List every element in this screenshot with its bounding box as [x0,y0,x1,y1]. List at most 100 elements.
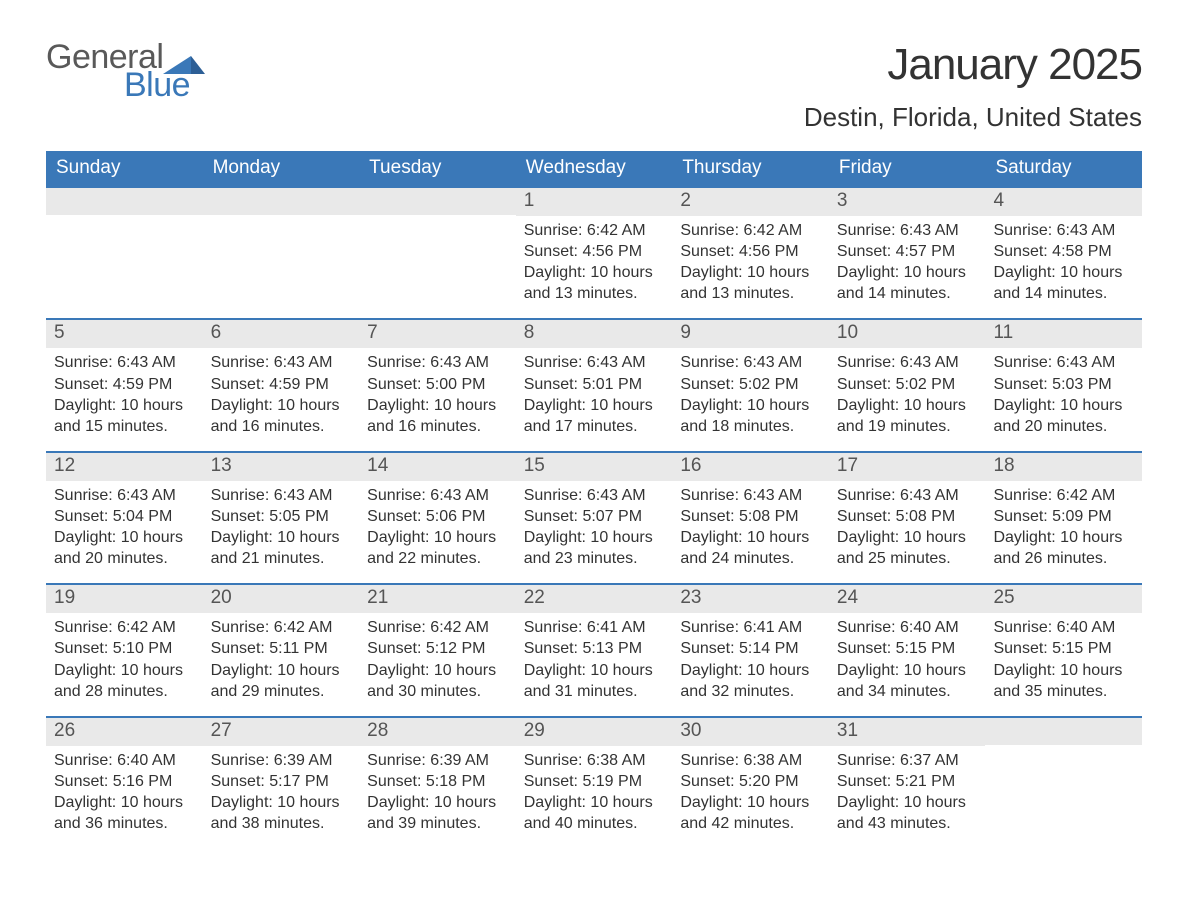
daylight-line: Daylight: 10 hours and 34 minutes. [837,660,978,702]
day-number: 30 [672,718,829,746]
daylight-line: Daylight: 10 hours and 20 minutes. [54,527,195,569]
daylight-line: Daylight: 10 hours and 24 minutes. [680,527,821,569]
day-cell: 31Sunrise: 6:37 AMSunset: 5:21 PMDayligh… [829,718,986,848]
day-number: 18 [985,453,1142,481]
day-number: 14 [359,453,516,481]
sunrise-line: Sunrise: 6:43 AM [211,485,352,506]
sunset-line: Sunset: 5:17 PM [211,771,352,792]
day-number-empty [985,718,1142,745]
day-body: Sunrise: 6:38 AMSunset: 5:20 PMDaylight:… [672,746,829,834]
daylight-line: Daylight: 10 hours and 13 minutes. [524,262,665,304]
sunset-line: Sunset: 5:15 PM [837,638,978,659]
day-number: 7 [359,320,516,348]
day-cell: 23Sunrise: 6:41 AMSunset: 5:14 PMDayligh… [672,585,829,715]
sunset-line: Sunset: 5:12 PM [367,638,508,659]
sunset-line: Sunset: 5:11 PM [211,638,352,659]
day-body: Sunrise: 6:43 AMSunset: 5:05 PMDaylight:… [203,481,360,569]
logo-text-blue: Blue [124,68,205,102]
sunrise-line: Sunrise: 6:40 AM [54,750,195,771]
day-cell: 30Sunrise: 6:38 AMSunset: 5:20 PMDayligh… [672,718,829,848]
daylight-line: Daylight: 10 hours and 18 minutes. [680,395,821,437]
sunrise-line: Sunrise: 6:43 AM [837,220,978,241]
daylight-line: Daylight: 10 hours and 16 minutes. [367,395,508,437]
sunrise-line: Sunrise: 6:37 AM [837,750,978,771]
sunset-line: Sunset: 5:00 PM [367,374,508,395]
daylight-line: Daylight: 10 hours and 21 minutes. [211,527,352,569]
day-cell: 10Sunrise: 6:43 AMSunset: 5:02 PMDayligh… [829,320,986,450]
sunrise-line: Sunrise: 6:39 AM [211,750,352,771]
sunset-line: Sunset: 5:14 PM [680,638,821,659]
day-cell: 21Sunrise: 6:42 AMSunset: 5:12 PMDayligh… [359,585,516,715]
day-cell: 25Sunrise: 6:40 AMSunset: 5:15 PMDayligh… [985,585,1142,715]
day-cell: 20Sunrise: 6:42 AMSunset: 5:11 PMDayligh… [203,585,360,715]
sunrise-line: Sunrise: 6:42 AM [54,617,195,638]
day-body: Sunrise: 6:37 AMSunset: 5:21 PMDaylight:… [829,746,986,834]
header-saturday: Saturday [985,151,1142,186]
day-number: 8 [516,320,673,348]
daylight-line: Daylight: 10 hours and 19 minutes. [837,395,978,437]
sunrise-line: Sunrise: 6:42 AM [524,220,665,241]
day-cell: 12Sunrise: 6:43 AMSunset: 5:04 PMDayligh… [46,453,203,583]
sunrise-line: Sunrise: 6:43 AM [367,485,508,506]
header-friday: Friday [829,151,986,186]
sunset-line: Sunset: 5:10 PM [54,638,195,659]
sunrise-line: Sunrise: 6:41 AM [680,617,821,638]
day-cell: 2Sunrise: 6:42 AMSunset: 4:56 PMDaylight… [672,188,829,318]
sunset-line: Sunset: 4:59 PM [54,374,195,395]
daylight-line: Daylight: 10 hours and 16 minutes. [211,395,352,437]
day-number: 13 [203,453,360,481]
daylight-line: Daylight: 10 hours and 15 minutes. [54,395,195,437]
calendar: Sunday Monday Tuesday Wednesday Thursday… [46,151,1142,848]
day-number-empty [203,188,360,215]
day-body: Sunrise: 6:42 AMSunset: 5:12 PMDaylight:… [359,613,516,701]
sunrise-line: Sunrise: 6:43 AM [993,220,1134,241]
day-cell [985,718,1142,848]
day-body: Sunrise: 6:43 AMSunset: 5:07 PMDaylight:… [516,481,673,569]
day-body: Sunrise: 6:43 AMSunset: 5:02 PMDaylight:… [829,348,986,436]
day-number: 26 [46,718,203,746]
sunset-line: Sunset: 4:58 PM [993,241,1134,262]
day-cell: 19Sunrise: 6:42 AMSunset: 5:10 PMDayligh… [46,585,203,715]
sunset-line: Sunset: 5:19 PM [524,771,665,792]
week-row: 12Sunrise: 6:43 AMSunset: 5:04 PMDayligh… [46,451,1142,583]
calendar-header-row: Sunday Monday Tuesday Wednesday Thursday… [46,151,1142,186]
daylight-line: Daylight: 10 hours and 38 minutes. [211,792,352,834]
sunset-line: Sunset: 5:02 PM [837,374,978,395]
sunrise-line: Sunrise: 6:42 AM [680,220,821,241]
daylight-line: Daylight: 10 hours and 36 minutes. [54,792,195,834]
sunset-line: Sunset: 5:07 PM [524,506,665,527]
day-body: Sunrise: 6:42 AMSunset: 4:56 PMDaylight:… [672,216,829,304]
daylight-line: Daylight: 10 hours and 17 minutes. [524,395,665,437]
sunrise-line: Sunrise: 6:43 AM [524,352,665,373]
day-cell: 16Sunrise: 6:43 AMSunset: 5:08 PMDayligh… [672,453,829,583]
day-cell: 24Sunrise: 6:40 AMSunset: 5:15 PMDayligh… [829,585,986,715]
location-subtitle: Destin, Florida, United States [804,102,1142,133]
day-cell: 17Sunrise: 6:43 AMSunset: 5:08 PMDayligh… [829,453,986,583]
weeks-container: 1Sunrise: 6:42 AMSunset: 4:56 PMDaylight… [46,186,1142,848]
day-body: Sunrise: 6:41 AMSunset: 5:14 PMDaylight:… [672,613,829,701]
day-body: Sunrise: 6:43 AMSunset: 4:59 PMDaylight:… [46,348,203,436]
day-number: 29 [516,718,673,746]
daylight-line: Daylight: 10 hours and 43 minutes. [837,792,978,834]
sunset-line: Sunset: 5:13 PM [524,638,665,659]
header-tuesday: Tuesday [359,151,516,186]
sunset-line: Sunset: 5:08 PM [837,506,978,527]
sunset-line: Sunset: 5:16 PM [54,771,195,792]
header-sunday: Sunday [46,151,203,186]
header-thursday: Thursday [672,151,829,186]
sunset-line: Sunset: 5:08 PM [680,506,821,527]
day-number: 23 [672,585,829,613]
day-body: Sunrise: 6:40 AMSunset: 5:15 PMDaylight:… [829,613,986,701]
sunset-line: Sunset: 5:20 PM [680,771,821,792]
day-number: 15 [516,453,673,481]
daylight-line: Daylight: 10 hours and 31 minutes. [524,660,665,702]
sunrise-line: Sunrise: 6:43 AM [54,352,195,373]
day-body: Sunrise: 6:43 AMSunset: 5:08 PMDaylight:… [829,481,986,569]
day-cell: 6Sunrise: 6:43 AMSunset: 4:59 PMDaylight… [203,320,360,450]
day-body: Sunrise: 6:43 AMSunset: 4:58 PMDaylight:… [985,216,1142,304]
day-body: Sunrise: 6:40 AMSunset: 5:15 PMDaylight:… [985,613,1142,701]
sunrise-line: Sunrise: 6:43 AM [211,352,352,373]
day-number: 4 [985,188,1142,216]
day-body: Sunrise: 6:39 AMSunset: 5:17 PMDaylight:… [203,746,360,834]
day-body: Sunrise: 6:43 AMSunset: 5:00 PMDaylight:… [359,348,516,436]
